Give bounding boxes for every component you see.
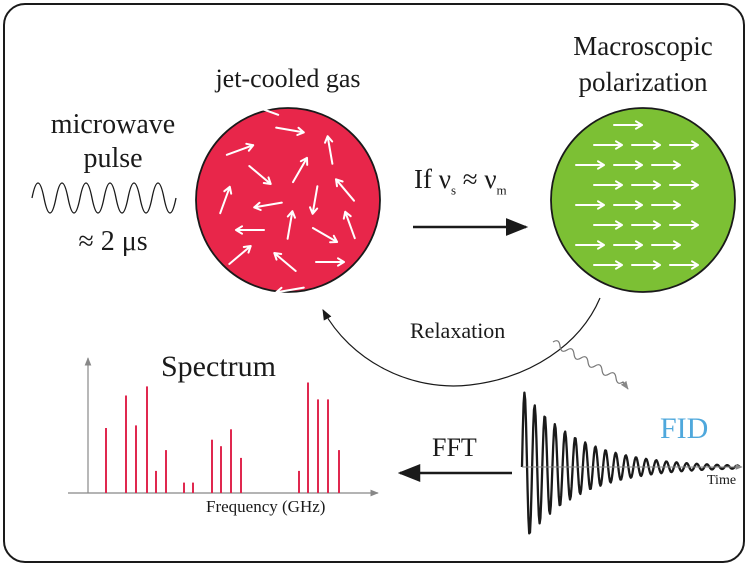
dipole-arrow [324,135,334,165]
relaxation-arc [322,297,601,387]
dipole-arrow [311,227,339,244]
aligned-arrow [613,160,643,170]
time-axis-label: Time [707,473,737,488]
dipole-arrow [292,156,309,184]
microwave-pulse-label: microwave pulse [28,108,198,176]
resonance-condition-label: If νs ≈ νm [414,164,507,198]
condition-mid: ≈ ν [456,164,497,194]
dipole-arrow [228,245,252,265]
aligned-arrow [575,240,605,250]
relaxation-label: Relaxation [410,318,506,343]
frequency-axis-label: Frequency (GHz) [206,497,326,516]
spectrum-lines [105,382,340,493]
dipole-arrow [273,252,297,272]
dipole-arrow [342,210,356,240]
aligned-arrow [669,220,699,230]
pulse-duration-label: ≈ 2 μs [78,226,148,257]
dipole-arrow [335,178,355,202]
fid-decay-trace [520,391,741,535]
macroscopic-label-line1: Macroscopic [573,31,713,61]
condition-prefix: If ν [414,164,451,194]
aligned-arrow [593,140,623,150]
microwave-label-line1: microwave [50,109,176,140]
fft-label: FFT [432,433,477,462]
diagram-canvas [31,102,743,535]
dipole-arrow [235,225,265,235]
aligned-arrow [593,260,623,270]
dipole-arrow [309,185,319,215]
condition-sub-m: m [496,182,507,198]
aligned-arrow [651,160,681,170]
dipole-arrow [219,185,233,215]
fid-label: FID [660,412,709,445]
dipole-arrow [275,126,305,136]
dipole-arrow [275,286,305,296]
dipole-arrow [225,142,255,156]
aligned-dipole-arrows [575,120,699,270]
aligned-arrow [593,220,623,230]
aligned-arrow [669,140,699,150]
aligned-arrow [631,260,661,270]
aligned-arrow [651,240,681,250]
aligned-arrow [669,260,699,270]
aligned-arrow [669,180,699,190]
random-dipole-arrows [219,102,356,296]
aligned-arrow [613,120,643,130]
microwave-pulse-wave [31,182,177,214]
aligned-arrow [575,200,605,210]
emission-wave [552,340,629,390]
dipole-arrow [250,102,280,116]
aligned-arrow [613,240,643,250]
dipole-arrow [248,165,272,185]
aligned-arrow [613,200,643,210]
dipole-arrow [315,257,345,267]
condition-sub-s: s [450,182,457,198]
dipole-arrow [286,210,296,240]
aligned-arrow [631,140,661,150]
aligned-arrow [651,200,681,210]
dipole-arrow [253,201,283,211]
jet-cooled-gas-sphere [195,107,381,293]
aligned-arrow [575,160,605,170]
microwave-label-line2: pulse [83,143,143,174]
jet-cooled-gas-label: jet-cooled gas [215,64,361,93]
aligned-arrow [631,180,661,190]
aligned-arrow [593,180,623,190]
macroscopic-polarization-label: Macroscopic polarization [548,28,738,100]
macroscopic-label-line2: polarization [578,67,708,97]
spectrum-title: Spectrum [161,350,276,383]
aligned-arrow [631,220,661,230]
